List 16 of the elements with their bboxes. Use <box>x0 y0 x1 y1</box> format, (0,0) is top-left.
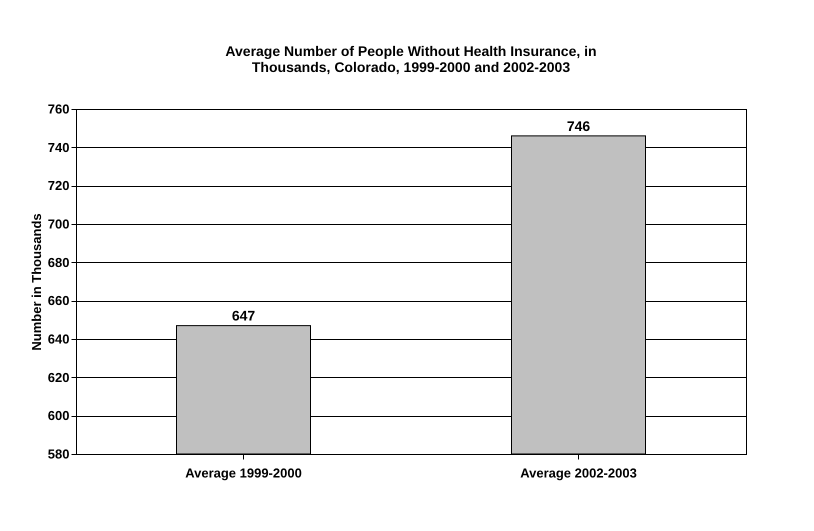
chart-title: Average Number of People Without Health Insurance, in Thousands, Colorado, 1999-2000 and 2002-2003 <box>225 43 597 75</box>
y-tick-label: 700 <box>48 216 70 232</box>
x-tick-label: Average 1999-2000 <box>185 466 302 480</box>
y-tick-label: 620 <box>48 370 70 385</box>
y-tick-label: 760 <box>48 102 70 116</box>
y-tick-label: 720 <box>48 178 70 194</box>
y-tick-label: 740 <box>48 140 70 155</box>
y-tick-label: 640 <box>48 332 70 346</box>
y-tick-label: 660 <box>48 293 70 308</box>
data-label: 746 <box>566 118 590 134</box>
y-tick-label: 600 <box>48 408 70 424</box>
y-tick-label: 680 <box>48 254 70 270</box>
y-tick-label: 580 <box>48 446 70 462</box>
y-axis-title: Number in Thousands <box>28 213 44 351</box>
x-tick-label: Average 2002-2003 <box>520 466 637 480</box>
data-label: 647 <box>232 308 256 324</box>
